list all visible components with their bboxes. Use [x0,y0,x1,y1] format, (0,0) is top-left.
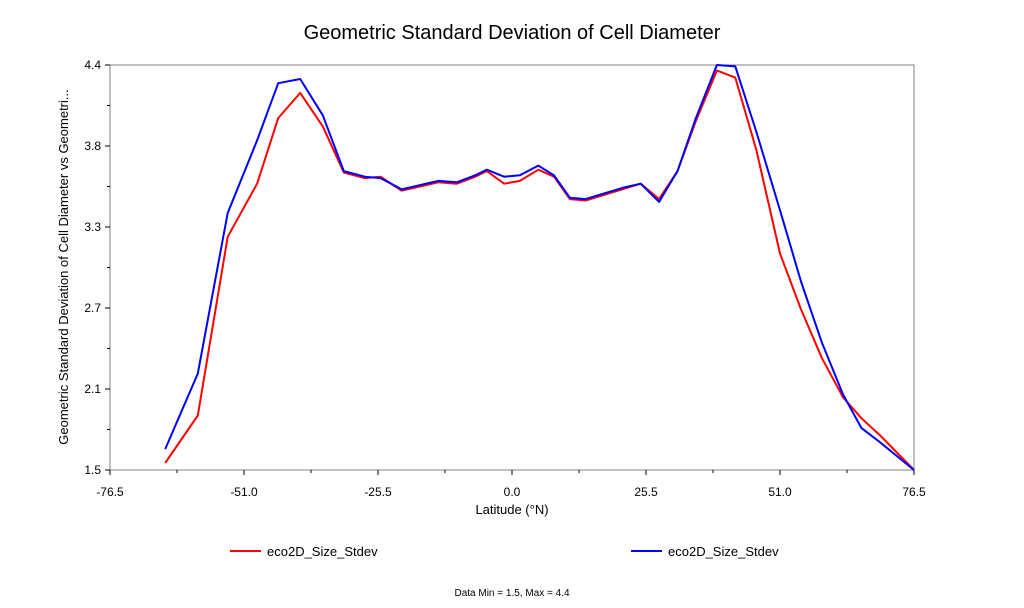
y-tick-label: 3.3 [84,220,101,234]
x-tick-label: 25.5 [634,485,658,499]
chart-title: Geometric Standard Deviation of Cell Dia… [304,22,721,44]
x-tick-label: -76.5 [96,485,124,499]
y-tick-label: 4.4 [84,58,101,72]
plot-area [109,64,915,471]
x-tick-label: -25.5 [364,485,392,499]
y-tick-label: 2.1 [84,382,101,396]
y-tick-label: 3.8 [84,139,101,153]
legend-label-series-1: eco2D_Size_Stdev [267,544,378,559]
x-axis: -76.5 -51.0 -25.5 0.0 25.5 51.0 76.5 [96,470,926,499]
y-axis: 1.5 2.1 2.7 3.3 3.8 4.4 [84,58,110,477]
x-tick-label: 51.0 [768,485,792,499]
series-line-1 [164,69,915,471]
legend: eco2D_Size_Stdev eco2D_Size_Stdev [230,544,779,559]
series-line-2 [164,64,915,471]
data-range-footer: Data Min = 1.5, Max = 4.4 [454,588,569,599]
y-tick-label: 1.5 [84,463,101,477]
y-axis-label: Geometric Standard Deviation of Cell Dia… [56,89,71,444]
series-lines [164,64,915,471]
y-tick-label: 2.7 [84,301,101,315]
legend-label-series-2: eco2D_Size_Stdev [668,544,779,559]
x-tick-label: -51.0 [230,485,258,499]
x-tick-label: 0.0 [504,485,521,499]
x-axis-label: Latitude (°N) [475,502,548,517]
x-tick-label: 76.5 [902,485,926,499]
